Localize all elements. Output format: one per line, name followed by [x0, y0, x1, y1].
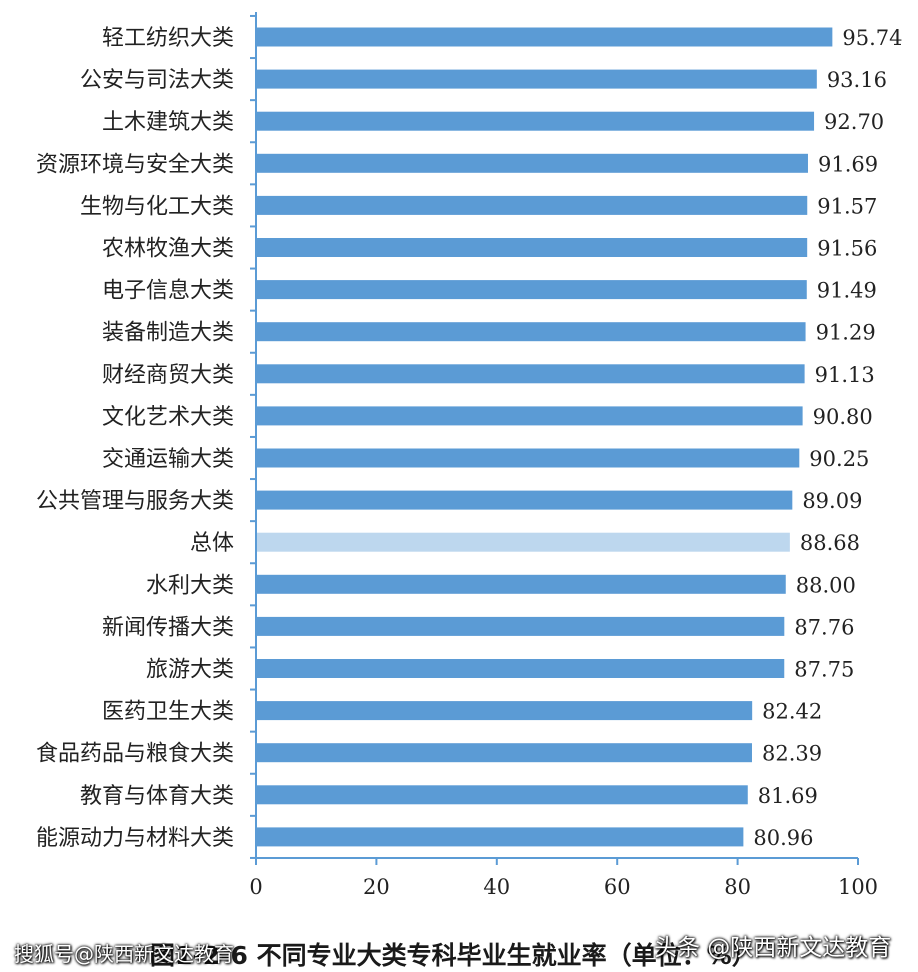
- x-tick-label: 20: [363, 875, 390, 899]
- bar: [257, 27, 833, 47]
- bar: [257, 743, 752, 763]
- chart-caption: 图1-2-6 不同专业大类专科毕业生就业率（单位：%）: [150, 941, 757, 970]
- value-label: 80.96: [753, 826, 813, 850]
- bar: [257, 659, 785, 678]
- value-label: 81.69: [758, 784, 818, 808]
- value-label: 92.70: [824, 110, 884, 134]
- category-label: 资源环境与安全大类: [36, 152, 234, 177]
- category-label: 文化艺术大类: [102, 405, 234, 430]
- category-label: 生物与化工大类: [80, 194, 234, 219]
- bar: [257, 153, 808, 173]
- bar: [257, 195, 808, 215]
- category-label: 装备制造大类: [102, 321, 234, 346]
- value-label: 91.57: [817, 194, 877, 218]
- category-label: 电子信息大类: [102, 279, 234, 304]
- value-label: 89.09: [802, 489, 862, 513]
- category-label: 土木建筑大类: [102, 110, 234, 135]
- x-tick-label: 40: [483, 875, 510, 899]
- value-label: 91.29: [816, 321, 876, 345]
- category-label: 公共管理与服务大类: [36, 489, 234, 514]
- value-label: 87.76: [794, 615, 854, 639]
- x-tick-label: 100: [838, 875, 878, 899]
- category-label: 公安与司法大类: [80, 68, 234, 93]
- value-label: 91.49: [817, 279, 877, 303]
- bar-chart: 0 20 40 60 80 100 轻工纺织大类 95.74 公安与司法大类 93.16 土木建筑…: [36, 12, 902, 899]
- bar: [257, 827, 744, 847]
- labels-layer: 轻工纺织大类 95.74 公安与司法大类 93.16 土木建筑大类 92.70 资源环境与安…: [36, 26, 902, 851]
- value-label: 90.25: [809, 447, 869, 471]
- value-label: 82.42: [762, 700, 822, 724]
- value-label: 95.74: [842, 26, 902, 50]
- x-tick-label: 80: [724, 875, 751, 899]
- bar: [257, 406, 803, 426]
- value-label: 88.00: [796, 573, 856, 597]
- category-label: 水利大类: [146, 573, 234, 598]
- x-tick-label: 0: [249, 875, 262, 899]
- value-label: 91.13: [815, 363, 875, 387]
- bar: [257, 280, 807, 300]
- category-label: 旅游大类: [146, 658, 234, 683]
- category-label: 轻工纺织大类: [102, 26, 234, 51]
- bar: [257, 574, 786, 594]
- bar: [257, 532, 790, 552]
- value-label: 90.80: [813, 405, 873, 429]
- watermark-right: 头条 @陕西新文达教育: [654, 935, 892, 961]
- bar: [257, 490, 793, 510]
- value-label: 91.56: [817, 237, 877, 261]
- category-label: 医药卫生大类: [102, 700, 234, 725]
- value-label: 93.16: [827, 68, 887, 92]
- axis-layer: 0 20 40 60 80 100: [249, 12, 878, 899]
- bar: [257, 364, 805, 384]
- bar: [257, 616, 785, 636]
- category-label: 能源动力与材料大类: [36, 826, 234, 851]
- bar: [257, 322, 806, 342]
- category-label: 总体: [190, 531, 234, 556]
- bars-layer: [257, 27, 833, 847]
- category-label: 财经商贸大类: [102, 363, 234, 388]
- bar: [257, 785, 748, 805]
- category-label: 教育与体育大类: [80, 784, 234, 809]
- value-label: 87.75: [794, 658, 854, 682]
- category-label: 农林牧渔大类: [102, 237, 234, 262]
- category-label: 新闻传播大类: [102, 615, 234, 640]
- category-label: 食品药品与粮食大类: [36, 742, 234, 767]
- value-label: 82.39: [762, 742, 822, 766]
- bar: [257, 111, 815, 131]
- bar: [257, 448, 800, 468]
- bar: [257, 69, 817, 89]
- category-label: 交通运输大类: [102, 447, 234, 472]
- watermark-left: 搜狐号@陕西新文达教育: [14, 942, 234, 966]
- bar: [257, 701, 753, 721]
- value-label: 91.69: [818, 152, 878, 176]
- x-tick-label: 60: [604, 875, 631, 899]
- value-label: 88.68: [800, 531, 860, 555]
- bar: [257, 238, 808, 257]
